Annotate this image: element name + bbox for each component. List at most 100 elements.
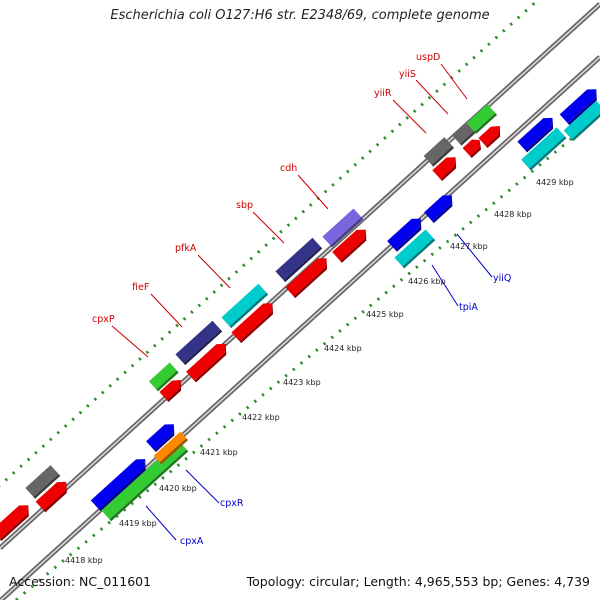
- gene-feature-body-21: [432, 157, 456, 180]
- gene-feature-shadow-17: [395, 218, 422, 252]
- gene-feature-shadow-15: [330, 212, 364, 248]
- gene-leader-fieF: [150, 293, 183, 328]
- gene-feature-23: [462, 139, 482, 158]
- gene-feature-15: [322, 208, 364, 248]
- gene-feature-shadow-16: [340, 229, 367, 263]
- tick-label-4429-kbp: 4429 kbp: [536, 178, 574, 187]
- gene-feature-body-23: [462, 139, 480, 157]
- gene-leader-cpxR: [185, 469, 220, 504]
- gene-feature-shadow-0: [0, 505, 29, 542]
- gene-feature-shadow-19: [402, 233, 436, 269]
- gene-feature-body-20: [423, 137, 453, 165]
- gene-feature-body-1: [35, 481, 67, 511]
- gene-leader-cdh: [297, 174, 329, 210]
- gene-feature-body-15: [322, 208, 362, 246]
- tick-label-4421-kbp: 4421 kbp: [200, 448, 238, 457]
- accession-text: Accession: NC_011601: [9, 574, 152, 589]
- gene-feature-shadow-25: [485, 125, 501, 148]
- gene-label-uspD: uspD: [416, 52, 440, 63]
- gene-label-cpxR: cpxR: [220, 498, 244, 509]
- tick-label-4419-kbp: 4419 kbp: [119, 519, 157, 528]
- gene-feature-body-7: [159, 379, 181, 401]
- gene-feature-body-24: [466, 104, 496, 132]
- gene-feature-shadow-14: [293, 258, 328, 299]
- gene-feature-12: [231, 303, 274, 344]
- gene-feature-26: [517, 117, 554, 153]
- gene-feature-shadow-29: [571, 105, 600, 142]
- tick-label-4423-kbp: 4423 kbp: [283, 378, 321, 387]
- gene-feature-9: [175, 320, 223, 366]
- gene-feature-13: [275, 237, 323, 283]
- gene-feature-shadow-7: [166, 379, 182, 402]
- gene-feature-shadow-22: [459, 124, 478, 146]
- tick-label-4427-kbp: 4427 kbp: [450, 242, 488, 251]
- gene-feature-shadow-4: [154, 424, 175, 453]
- gene-label-pfkA: pfkA: [175, 243, 197, 254]
- tick-label-4422-kbp: 4422 kbp: [242, 413, 280, 422]
- gene-feature-body-29: [563, 100, 600, 140]
- tick-guide-lower: [15, 113, 600, 600]
- gene-feature-8: [148, 362, 179, 392]
- gene-label-yiiR: yiiR: [374, 88, 392, 99]
- gene-feature-shadow-12: [239, 303, 274, 344]
- gene-feature-2: [25, 465, 61, 499]
- gene-feature-body-16: [332, 229, 366, 261]
- gene-feature-shadow-6: [159, 434, 189, 465]
- gene-feature-body-4: [146, 424, 174, 451]
- gene-feature-body-25: [478, 125, 500, 147]
- gene-leader-cpxA: [145, 505, 177, 541]
- gene-feature-body-2: [25, 465, 59, 497]
- tick-label-4425-kbp: 4425 kbp: [366, 310, 404, 319]
- gene-feature-4: [146, 424, 175, 453]
- gene-label-fieF: fieF: [132, 282, 149, 293]
- gene-feature-shadow-23: [470, 139, 482, 158]
- gene-feature-body-11: [221, 283, 267, 327]
- gene-feature-20: [423, 137, 455, 167]
- gene-feature-0: [0, 505, 29, 542]
- gene-feature-body-3: [90, 459, 146, 510]
- gene-feature-24: [466, 104, 498, 134]
- gene-feature-25: [478, 125, 501, 148]
- gene-label-cdh: cdh: [280, 163, 297, 174]
- backbone-line-highlight-1: [0, 56, 600, 600]
- gene-feature-shadow-10: [194, 343, 227, 383]
- gene-label-cpxA: cpxA: [180, 536, 204, 547]
- gene-feature-14: [285, 258, 328, 299]
- gene-leader-pfkA: [197, 254, 231, 289]
- gene-leader-tpiA: [431, 264, 459, 307]
- tick-label-4424-kbp: 4424 kbp: [324, 344, 362, 353]
- genome-stats-text: Topology: circular; Length: 4,965,553 bp…: [246, 574, 590, 589]
- gene-feature-27: [521, 127, 567, 171]
- gene-feature-shadow-11: [229, 288, 269, 329]
- gene-feature-28: [559, 89, 597, 126]
- gene-feature-body-19: [394, 229, 434, 267]
- gene-feature-body-26: [517, 117, 553, 151]
- gene-feature-18: [424, 195, 453, 224]
- gene-feature-shadow-21: [440, 157, 457, 182]
- gene-leader-sbp: [252, 211, 285, 244]
- gene-feature-shadow-3: [98, 459, 146, 512]
- gene-feature-shadow-1: [43, 481, 67, 513]
- gene-feature-shadow-8: [156, 366, 179, 392]
- tick-label-4426-kbp: 4426 kbp: [408, 277, 446, 286]
- gene-leader-uspD: [440, 63, 468, 100]
- gene-feature-shadow-28: [567, 89, 597, 126]
- gene-feature-body-9: [175, 320, 221, 364]
- gene-feature-1: [35, 481, 67, 513]
- gene-feature-body-12: [231, 303, 273, 342]
- gene-feature-shadow-13: [283, 242, 323, 283]
- gene-leader-yiiQ: [456, 233, 493, 278]
- gene-feature-shadow-24: [474, 108, 498, 134]
- gene-feature-body-10: [186, 343, 226, 381]
- gene-feature-shadow-2: [33, 469, 61, 499]
- gene-feature-body-27: [521, 127, 565, 169]
- gene-feature-19: [394, 229, 436, 269]
- gene-feature-body-28: [559, 89, 597, 124]
- map-title: Escherichia coli O127:H6 str. E2348/69, …: [110, 8, 490, 23]
- gene-feature-shadow-26: [525, 117, 554, 153]
- gene-feature-body-14: [285, 258, 327, 297]
- gene-feature-body-6: [153, 431, 187, 463]
- tick-guide-upper: [0, 0, 541, 488]
- tick-label-4420-kbp: 4420 kbp: [159, 484, 197, 493]
- gene-feature-body-17: [387, 218, 421, 250]
